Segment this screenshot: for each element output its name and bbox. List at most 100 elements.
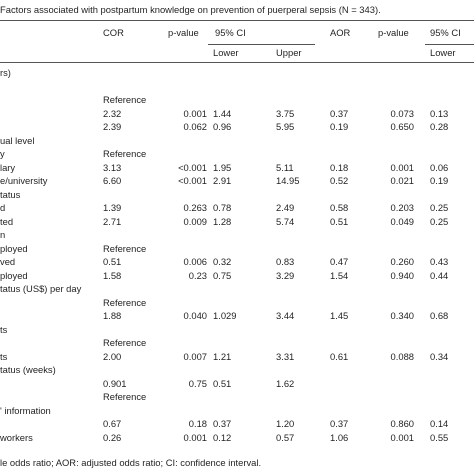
cell: 1.88 — [103, 310, 122, 321]
cell: 1.029 — [213, 310, 237, 321]
cell: 0.55 — [430, 431, 449, 443]
cell: Reference — [103, 391, 147, 402]
cell: 1.39 — [103, 202, 122, 213]
cell: 14.95 — [276, 175, 300, 186]
cell: Reference — [103, 94, 147, 105]
cell: 0.260 — [390, 256, 414, 267]
column-header: 95% CI — [215, 27, 246, 38]
cell: 0.44 — [430, 269, 449, 281]
cell: 0.58 — [330, 202, 349, 213]
cell: 1.44 — [213, 107, 232, 119]
cell: 1.58 — [103, 269, 122, 281]
cell: 1.20 — [276, 418, 295, 429]
cell: 0.26 — [103, 431, 122, 443]
row-label: ployed — [0, 269, 28, 281]
row-label: y — [0, 148, 5, 159]
cell: 0.12 — [213, 431, 232, 443]
cell: 2.00 — [103, 350, 122, 362]
cell: 0.83 — [276, 256, 295, 267]
cell: Reference — [103, 242, 147, 254]
rule — [425, 44, 474, 45]
cell: 2.71 — [103, 215, 122, 227]
row-label: ted — [0, 215, 14, 227]
cell: Reference — [103, 296, 147, 308]
cell: 3.75 — [276, 107, 295, 119]
cell: 3.44 — [276, 310, 295, 321]
row-label: workers — [0, 431, 33, 443]
cell: 0.96 — [213, 121, 232, 132]
column-header: COR — [103, 27, 124, 38]
cell: 0.021 — [390, 175, 414, 186]
cell: 0.52 — [330, 175, 349, 186]
cell: 5.74 — [276, 215, 295, 227]
cell: 2.91 — [213, 175, 232, 186]
cell: 3.31 — [276, 350, 295, 362]
subcolumn-header: Lower — [213, 47, 239, 58]
row-label: ts — [0, 350, 8, 362]
cell: 0.940 — [390, 269, 414, 281]
cell: 0.14 — [430, 418, 449, 429]
cell: 1.54 — [330, 269, 349, 281]
row-label: ts — [0, 323, 8, 335]
row-label: tatus (weeks) — [0, 364, 56, 375]
cell: 0.67 — [103, 418, 122, 429]
cell: 0.19 — [430, 175, 449, 186]
cell: 0.47 — [330, 256, 349, 267]
cell: 0.06 — [430, 161, 449, 173]
row-label: e/university — [0, 175, 48, 186]
cell: 0.073 — [390, 107, 414, 119]
cell: 0.18 — [188, 418, 207, 429]
cell: 2.49 — [276, 202, 295, 213]
cell: 0.901 — [103, 377, 127, 389]
cell: 0.51 — [330, 215, 349, 227]
row-label: lary — [0, 161, 16, 173]
cell: 0.040 — [183, 310, 207, 321]
cell: 0.78 — [213, 202, 232, 213]
cell: 0.062 — [183, 121, 207, 132]
cell: 0.860 — [390, 418, 414, 429]
cell: 2.32 — [103, 107, 122, 119]
rule — [0, 20, 474, 21]
cell: 0.34 — [430, 350, 449, 362]
cell: 0.37 — [330, 107, 349, 119]
cell: 0.009 — [183, 215, 207, 227]
cell: Reference — [103, 148, 147, 159]
column-header: p-value — [378, 27, 409, 38]
rule — [0, 62, 474, 63]
cell: 0.75 — [188, 377, 207, 389]
table-title: Factors associated with postpartum knowl… — [0, 4, 381, 15]
cell: 1.95 — [213, 161, 232, 173]
cell: 3.13 — [103, 161, 122, 173]
column-header: p-value — [168, 27, 199, 38]
row-label: d — [0, 202, 6, 213]
cell: 0.13 — [430, 107, 449, 119]
row-label: tatus — [0, 188, 21, 200]
cell: 0.340 — [390, 310, 414, 321]
cell: 1.45 — [330, 310, 349, 321]
cell: 0.51 — [213, 377, 232, 389]
cell: 0.37 — [213, 418, 232, 429]
row-label: ' information — [0, 404, 51, 416]
cell: 1.28 — [213, 215, 232, 227]
cell: 5.11 — [276, 161, 294, 173]
cell: 0.28 — [430, 121, 449, 132]
cell: 0.088 — [390, 350, 414, 362]
cell: 2.39 — [103, 121, 122, 132]
cell: 0.006 — [183, 256, 207, 267]
cell: 0.049 — [390, 215, 414, 227]
cell: 0.650 — [390, 121, 414, 132]
cell: 0.37 — [330, 418, 349, 429]
row-label: n — [0, 229, 6, 240]
cell: 1.06 — [330, 431, 349, 443]
cell: 0.18 — [330, 161, 349, 173]
cell: 0.25 — [430, 215, 449, 227]
cell: 0.51 — [103, 256, 122, 267]
cell: 1.62 — [276, 377, 295, 389]
cell: 0.001 — [390, 161, 414, 173]
cell: 0.43 — [430, 256, 449, 267]
row-label: ved — [0, 256, 16, 267]
cell: 0.25 — [430, 202, 449, 213]
column-header: AOR — [330, 27, 351, 38]
cell: 6.60 — [103, 175, 122, 186]
